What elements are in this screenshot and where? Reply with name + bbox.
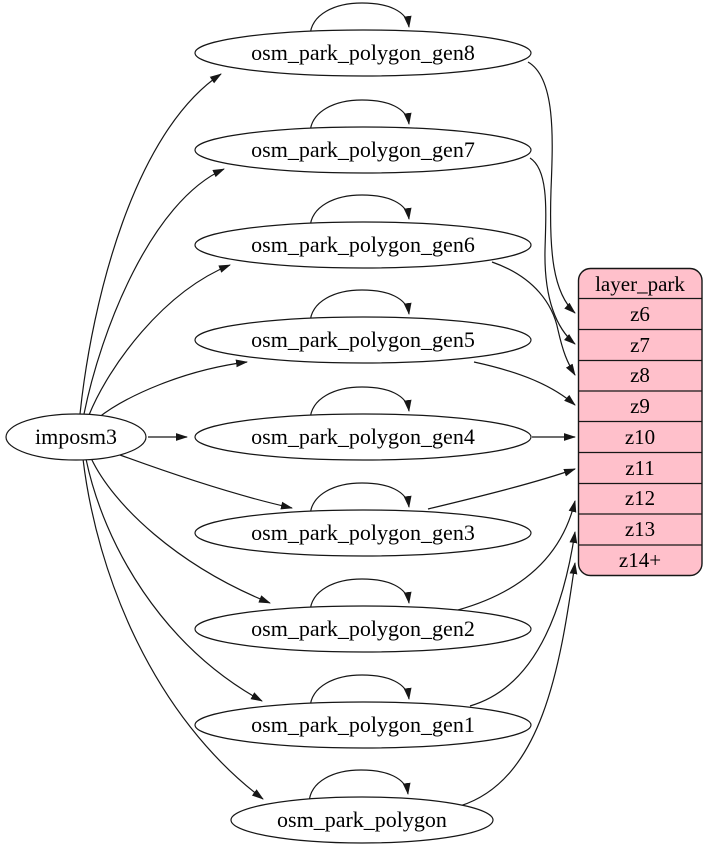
edge-imposm3-to-osm-park-polygon-gen5 [97,359,248,419]
edge-imposm3-to-osm-park-polygon-gen1 [85,458,263,702]
osm-park-polygon-label: osm_park_polygon [277,807,447,832]
osm-park-polygon-gen4-label: osm_park_polygon_gen4 [251,424,475,449]
layer-park-row-z8: z8 [630,363,650,387]
osm-park-polygon-gen1-label: osm_park_polygon_gen1 [251,712,475,737]
osm-park-polygon-gen8-label: osm_park_polygon_gen8 [251,40,475,65]
edge-osm-park-polygon-gen8-to-z6 [527,61,576,314]
edge-imposm3-to-osm-park-polygon [82,458,264,800]
osm-park-polygon-gen6-label: osm_park_polygon_gen6 [251,232,475,257]
edge-osm-park-polygon-gen7-to-z7 [529,157,576,345]
layer-park-row-z10: z10 [625,425,655,449]
self-loop-osm-park-polygon-gen1 [309,674,412,709]
edge-osm-park-polygon-gen2-to-z12 [457,500,577,611]
edge-imposm3-to-osm-park-polygon-gen7 [83,168,225,415]
edge-osm-park-polygon-gen5-to-z9 [473,361,576,406]
node-osm-park-polygon-gen3: osm_park_polygon_gen3 [194,509,532,557]
node-osm-park-polygon-gen1: osm_park_polygon_gen1 [194,701,532,749]
self-loop-osm-park-polygon [308,769,411,804]
imposm3-label: imposm3 [35,424,117,449]
node-osm-park-polygon-gen4: osm_park_polygon_gen4 [194,413,532,461]
self-loop-osm-park-polygon-gen4 [309,386,412,421]
node-osm-park-polygon-gen2: osm_park_polygon_gen2 [194,605,532,653]
layer-park-row-z9: z9 [630,394,650,418]
osm-park-polygon-gen5-label: osm_park_polygon_gen5 [251,327,475,352]
layer-park-row-z14: z14+ [619,548,661,572]
self-loop-osm-park-polygon-gen5 [309,289,412,324]
osm-park-polygon-ellipse [230,796,494,844]
self-loop-osm-park-polygon-gen6 [309,194,412,229]
edge-imposm3-to-osm-park-polygon-gen2 [90,457,271,604]
osm-park-polygon-gen7-ellipse [194,126,532,174]
self-loop-edges [308,2,412,804]
node-osm-park-polygon-gen8: osm_park_polygon_gen8 [194,29,532,77]
osm-park-polygon-gen3-label: osm_park_polygon_gen3 [251,520,475,545]
osm-park-polygon-gen5-ellipse [194,316,532,364]
self-loop-osm-park-polygon-gen7 [309,99,412,134]
edge-imposm3-to-osm-park-polygon-gen8 [79,73,222,415]
layer-park-row-z7: z7 [630,333,650,357]
osm-park-polygon-gen3-ellipse [194,509,532,557]
node-layer-park: layer_park z6 z7 z8 z9 z10 z11 z12 z13 z… [577,267,703,577]
edge-imposm3-to-osm-park-polygon-gen3 [119,454,293,510]
osm-park-polygon-gen2-label: osm_park_polygon_gen2 [251,616,475,641]
edge-osm-park-polygon-gen1-to-z13 [469,531,578,707]
edge-osm-park-polygon-gen3-to-z11 [427,468,576,510]
self-loop-osm-park-polygon-gen3 [309,482,412,517]
edge-osm-park-polygon-gen6-to-z8 [491,261,576,376]
imposm3-ellipse [5,413,147,461]
edges-from-imposm3 [79,73,293,800]
osm-park-polygon-gen7-label: osm_park_polygon_gen7 [251,137,475,162]
edge-osm-park-polygon-to-z14 [459,562,578,807]
edges-to-layer-park [427,61,578,807]
osm-park-polygon-gen1-ellipse [194,701,532,749]
osm-park-polygon-gen2-ellipse [194,605,532,653]
node-imposm3: imposm3 [5,413,147,461]
layer-park-row-z13: z13 [625,517,655,541]
layer-park-row-z12: z12 [625,486,655,510]
node-osm-park-polygon: osm_park_polygon [230,796,494,844]
osm-park-polygon-gen4-ellipse [194,413,532,461]
layer-park-row-z11: z11 [625,456,655,480]
node-osm-park-polygon-gen6: osm_park_polygon_gen6 [194,221,532,269]
node-osm-park-polygon-gen5: osm_park_polygon_gen5 [194,316,532,364]
edge-imposm3-to-osm-park-polygon-gen6 [88,264,231,416]
self-loop-osm-park-polygon-gen2 [309,578,412,613]
node-osm-park-polygon-gen7: osm_park_polygon_gen7 [194,126,532,174]
layer-park-row-z6: z6 [630,302,650,326]
self-loop-osm-park-polygon-gen8 [309,2,412,37]
osm-park-polygon-gen8-ellipse [194,29,532,77]
osm-park-polygon-gen6-ellipse [194,221,532,269]
layer-park-title: layer_park [595,272,685,296]
